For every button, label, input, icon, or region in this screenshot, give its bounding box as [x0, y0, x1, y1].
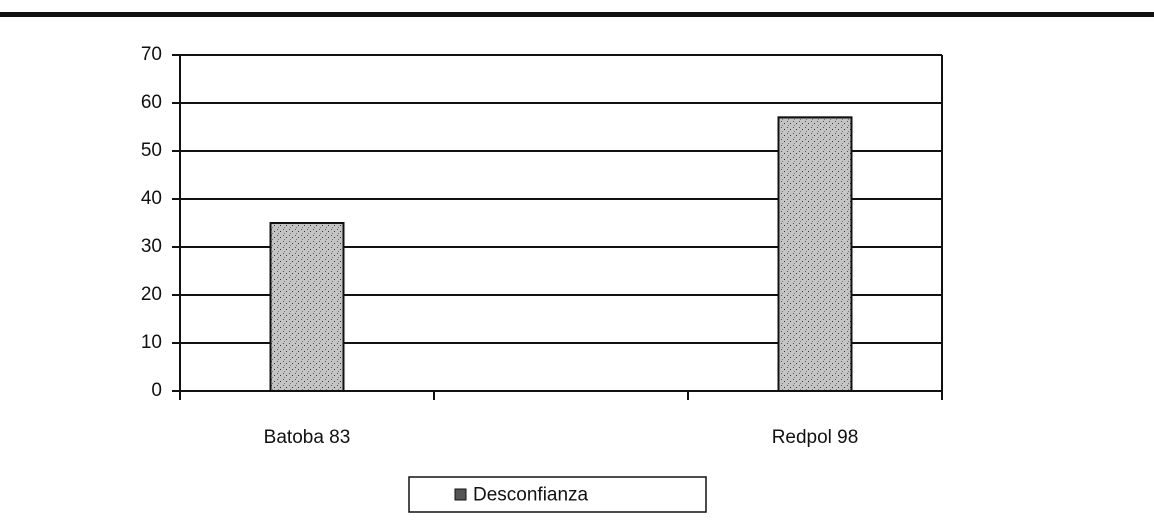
y-tick-label: 0: [151, 380, 162, 401]
y-tick-label: 40: [141, 188, 162, 209]
x-tick-label: Batoba 83: [264, 427, 351, 448]
bar-texture: [269, 222, 345, 392]
y-tick-label: 70: [141, 44, 162, 65]
legend-swatch: [454, 488, 467, 501]
y-tick-label: 20: [141, 284, 162, 305]
legend-label: Desconfianza: [473, 485, 589, 506]
top-rule: [0, 12, 1154, 17]
bar-texture: [777, 116, 853, 393]
y-tick-label: 10: [141, 332, 162, 353]
y-tick-label: 30: [141, 236, 162, 257]
y-tick-label: 60: [141, 92, 162, 113]
y-tick-label: 50: [141, 140, 162, 161]
x-tick-label: Redpol 98: [772, 427, 859, 448]
